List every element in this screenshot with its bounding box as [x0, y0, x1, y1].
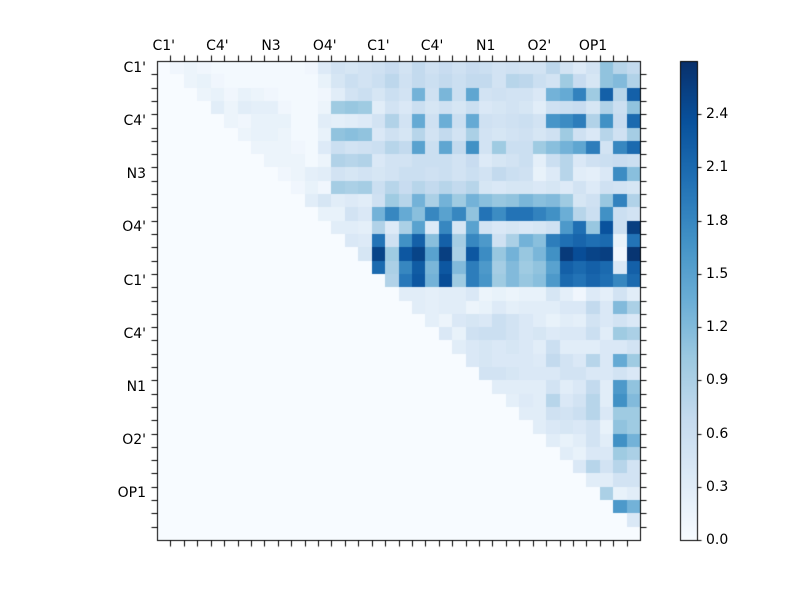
colorbar-tick-label: 0.9: [706, 372, 729, 389]
x-axis-label: O2': [527, 38, 552, 54]
y-axis-label: OP1: [117, 485, 146, 502]
y-axis-label: C4': [123, 112, 146, 129]
y-axis-label: O4': [122, 219, 146, 236]
x-axis-label: N1: [476, 38, 496, 54]
y-axis-label: O2': [122, 432, 146, 449]
x-axis-label: C1': [152, 38, 175, 54]
colorbar-tick-label: 0.0: [706, 532, 729, 548]
x-axis-label: OP1: [578, 38, 608, 54]
colorbar-tick-label: 2.4: [706, 106, 729, 123]
x-axis-label: C4': [420, 38, 444, 54]
colorbar-tick-label: 0.6: [706, 425, 729, 442]
x-axis-label: N3: [261, 38, 281, 54]
colorbar-tick-label: 0.3: [706, 478, 729, 495]
colorbar-tick-label: 1.8: [706, 212, 729, 229]
y-axis-label: C1': [123, 272, 146, 289]
x-axis-label: C4': [206, 38, 229, 54]
x-axis-label: C1': [367, 38, 390, 54]
colorbar-tick-label: 1.2: [706, 319, 729, 336]
colorbar-tick-label: 1.5: [706, 265, 729, 282]
colorbar-tick-label: 2.1: [706, 159, 729, 176]
y-axis-label: C1': [123, 59, 146, 76]
y-axis-label: N1: [126, 378, 146, 395]
y-axis-label: N3: [126, 166, 146, 183]
x-axis-label: O4': [312, 38, 337, 54]
y-axis-label: C4': [123, 325, 146, 342]
